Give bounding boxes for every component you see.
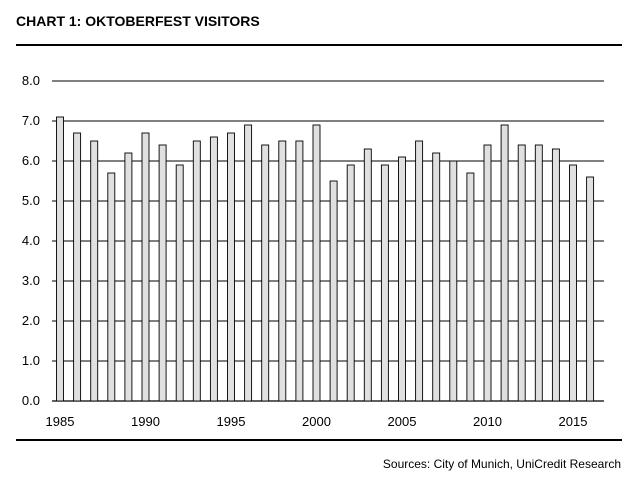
bar-1993 (192, 140, 201, 402)
bar-1986 (73, 132, 82, 402)
bar-1995 (227, 132, 235, 402)
bottom-rule (16, 439, 622, 441)
y-tick-label: 8.0 (22, 73, 40, 88)
bar-2015 (569, 164, 577, 402)
bar-1992 (175, 164, 184, 402)
top-rule (16, 44, 622, 46)
bar-2001 (329, 180, 338, 402)
x-tick-label: 1990 (131, 414, 160, 429)
bar-2004 (380, 164, 389, 402)
bar-1996 (244, 124, 253, 402)
y-tick-labels: 0.0 1.0 2.0 3.0 4.0 5.0 6.0 7.0 8.0 (22, 73, 40, 408)
x-tick-label: 2005 (388, 414, 417, 429)
bar-2009 (466, 172, 475, 402)
bar-1985 (56, 116, 64, 402)
bar-1997 (261, 144, 270, 402)
y-tick-label: 0.0 (22, 393, 40, 408)
bar-1990 (141, 132, 150, 402)
bar-1998 (278, 140, 287, 402)
bar-2000 (312, 124, 321, 402)
x-tick-label: 1985 (46, 414, 75, 429)
y-tick-label: 4.0 (22, 233, 40, 248)
bar-2002 (346, 164, 355, 402)
x-tick-label: 2015 (559, 414, 588, 429)
bar-2014 (551, 148, 560, 402)
x-tick-labels: 1985 1990 1995 2000 2005 2010 2015 (46, 414, 588, 429)
bar-2006 (415, 140, 424, 402)
bar-layer (56, 116, 595, 402)
x-tick-label: 1995 (217, 414, 246, 429)
bar-1989 (124, 152, 133, 402)
bar-2005 (398, 156, 406, 402)
x-tick-label: 2000 (302, 414, 331, 429)
y-tick-label: 3.0 (22, 273, 40, 288)
bar-1988 (107, 172, 116, 402)
bar-1999 (295, 140, 304, 402)
y-tick-label: 2.0 (22, 313, 40, 328)
bar-1994 (209, 136, 218, 402)
x-tick-label: 2010 (473, 414, 502, 429)
bar-2012 (517, 144, 526, 402)
bar-2007 (432, 152, 441, 402)
bar-2016 (586, 176, 595, 402)
y-tick-label: 5.0 (22, 193, 40, 208)
bar-1987 (90, 140, 99, 402)
source-note: Sources: City of Munich, UniCredit Resea… (382, 457, 621, 471)
y-tick-label: 6.0 (22, 153, 40, 168)
y-tick-label: 7.0 (22, 113, 40, 128)
bar-2008 (449, 160, 458, 402)
bar-2010 (483, 144, 492, 402)
y-tick-label: 1.0 (22, 353, 40, 368)
bar-2013 (534, 144, 543, 402)
chart-title: CHART 1: OKTOBERFEST VISITORS (16, 13, 260, 29)
bar-2011 (500, 124, 509, 402)
bar-1991 (158, 144, 167, 402)
bar-2003 (363, 148, 372, 402)
